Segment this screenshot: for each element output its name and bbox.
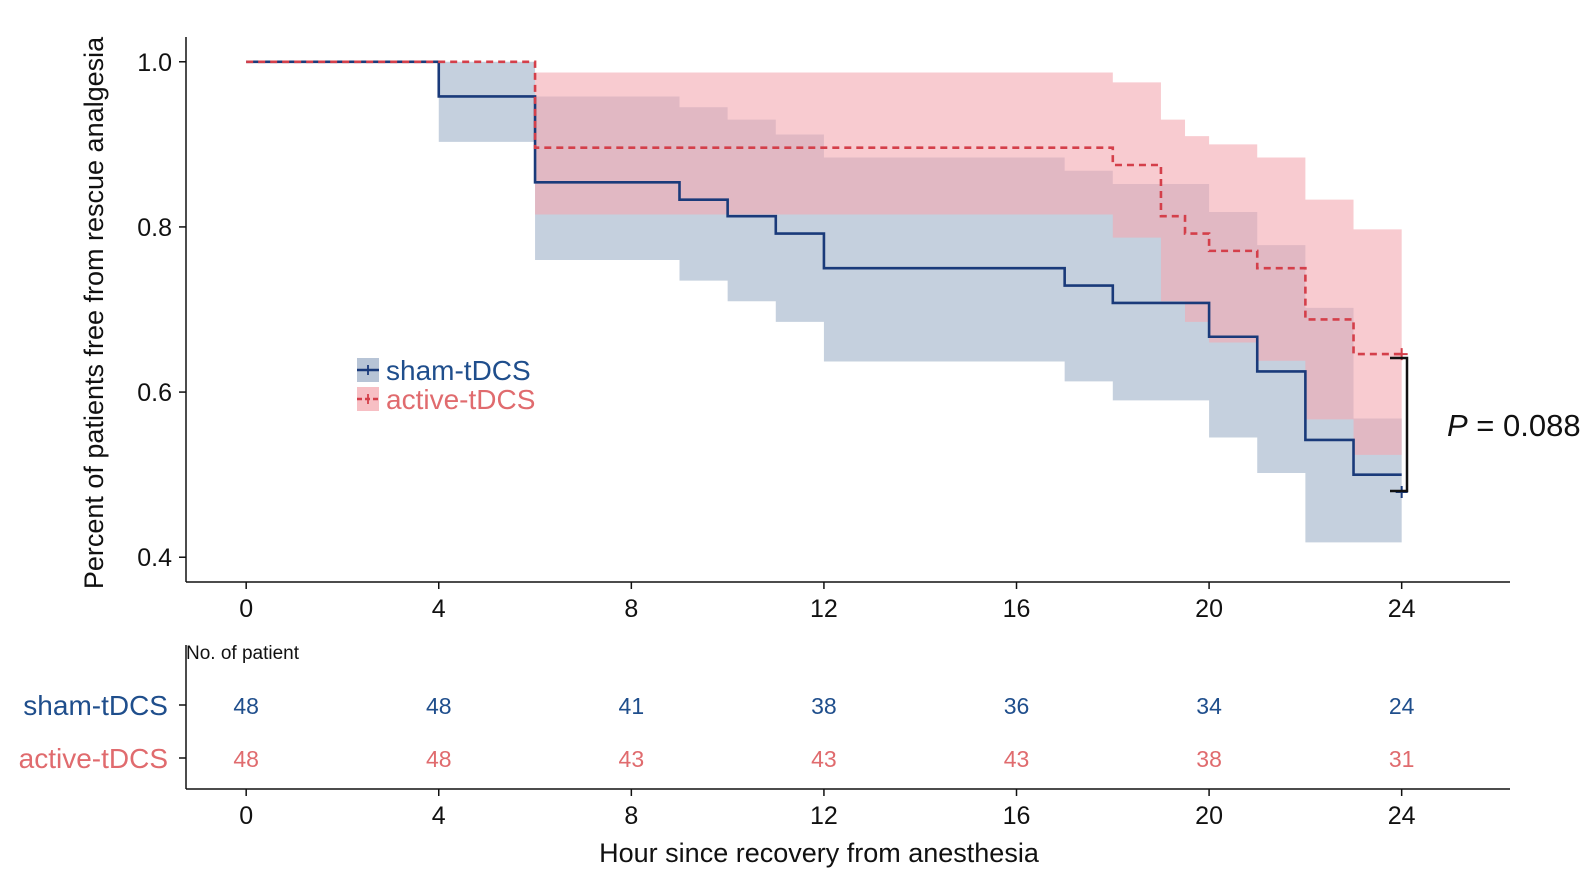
risk-count-sham-tdcs: 48 bbox=[426, 693, 452, 719]
p-value-bracket: P = 0.088 bbox=[1390, 356, 1581, 493]
y-tick-label: 0.6 bbox=[137, 379, 172, 407]
active-tdcs-curve bbox=[246, 60, 1402, 356]
risk-row-label-sham-tdcs: sham-tDCS bbox=[23, 690, 168, 721]
p-value-number: = 0.088 bbox=[1468, 408, 1581, 443]
risk-x-tick-label: 12 bbox=[810, 802, 838, 830]
risk-x-tick-label: 4 bbox=[432, 802, 446, 830]
risk-x-tick-label: 0 bbox=[239, 802, 253, 830]
y-tick-label: 0.4 bbox=[137, 544, 172, 572]
main-axes: 0.4 0.6 0.8 1.0 0 4 8 12 16 20 24 bbox=[137, 37, 1510, 623]
y-tick-label: 0.8 bbox=[137, 214, 172, 242]
x-tick-label: 16 bbox=[1003, 595, 1031, 623]
risk-count-sham-tdcs: 48 bbox=[233, 693, 259, 719]
risk-count-sham-tdcs: 38 bbox=[811, 693, 837, 719]
sham-tdcs-legend-label: sham-tDCS bbox=[386, 355, 531, 386]
x-tick-label: 8 bbox=[624, 595, 638, 623]
risk-count-active-tdcs: 43 bbox=[811, 746, 837, 772]
risk-count-active-tdcs: 43 bbox=[619, 746, 645, 772]
x-tick-label: 0 bbox=[239, 595, 253, 623]
x-tick-label: 12 bbox=[810, 595, 838, 623]
confidence-bands bbox=[246, 61, 1402, 543]
p-value-annotation: P = 0.088 bbox=[1447, 408, 1581, 443]
y-axis-title: Percent of patients free from rescue ana… bbox=[79, 36, 109, 589]
risk-x-tick-label: 16 bbox=[1003, 802, 1031, 830]
sham-tdcs-curve bbox=[246, 60, 1402, 476]
x-axis-title: Hour since recovery from anesthesia bbox=[599, 838, 1040, 868]
p-value-symbol: P bbox=[1447, 408, 1468, 443]
risk-count-active-tdcs: 38 bbox=[1196, 746, 1222, 772]
risk-count-active-tdcs: 48 bbox=[426, 746, 452, 772]
risk-count-sham-tdcs: 36 bbox=[1004, 693, 1030, 719]
p-value-bracket-line bbox=[1390, 356, 1409, 493]
risk-count-active-tdcs: 43 bbox=[1004, 746, 1030, 772]
x-tick-label: 4 bbox=[432, 595, 446, 623]
x-tick-label: 24 bbox=[1388, 595, 1416, 623]
risk-count-active-tdcs: 48 bbox=[233, 746, 259, 772]
risk-x-tick-label: 8 bbox=[624, 802, 638, 830]
risk-count-sham-tdcs: 41 bbox=[619, 693, 645, 719]
y-tick-label: 1.0 bbox=[137, 49, 172, 77]
x-tick-label: 20 bbox=[1195, 595, 1223, 623]
active-tdcs-legend-label: active-tDCS bbox=[386, 384, 535, 415]
risk-x-tick-label: 20 bbox=[1195, 802, 1223, 830]
risk-table-title: No. of patient bbox=[186, 643, 300, 664]
risk-row-label-active-tdcs: active-tDCS bbox=[19, 743, 168, 774]
risk-count-sham-tdcs: 24 bbox=[1389, 693, 1415, 719]
risk-count-active-tdcs: 31 bbox=[1389, 746, 1415, 772]
risk-count-sham-tdcs: 34 bbox=[1196, 693, 1222, 719]
risk-x-tick-label: 24 bbox=[1388, 802, 1416, 830]
